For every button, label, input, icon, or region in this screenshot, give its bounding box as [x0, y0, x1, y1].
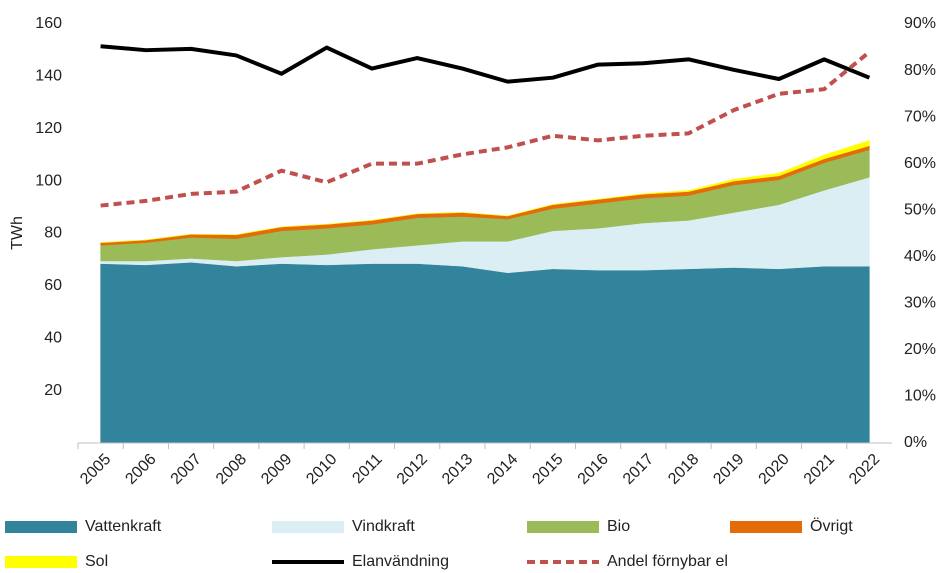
legend-label: Vindkraft	[352, 518, 415, 535]
legend-label: Övrigt	[810, 517, 853, 535]
y-tick-label: 60	[44, 277, 62, 294]
y-tick-label: 80	[44, 225, 62, 242]
legend-label: Bio	[607, 518, 630, 535]
y2-tick-label: 0%	[904, 434, 927, 451]
y2-tick-label: 70%	[904, 108, 936, 125]
y-tick-label: 40	[44, 329, 62, 346]
x-tick-label: 2020	[756, 451, 793, 488]
x-tick-label: 2006	[122, 451, 159, 488]
legend-swatch	[527, 521, 599, 533]
area	[100, 262, 870, 444]
area	[100, 140, 870, 243]
y2-tick-label: 80%	[904, 62, 936, 79]
x-tick-label: 2011	[349, 451, 385, 487]
x-tick-label: 2008	[213, 451, 250, 488]
x-tick-label: 2021	[801, 451, 838, 488]
y2-tick-label: 20%	[904, 341, 936, 358]
x-tick-label: 2014	[484, 451, 521, 488]
line	[100, 50, 871, 208]
legend-label: Vattenkraft	[85, 518, 162, 535]
y2-tick-label: 50%	[904, 201, 936, 218]
y-tick-label: 100	[35, 172, 62, 189]
y2-tick-label: 40%	[904, 248, 936, 265]
y-tick-label: 160	[35, 15, 62, 32]
x-tick-label: 2017	[620, 451, 657, 488]
x-tick-label: 2005	[77, 451, 114, 488]
y2-tick-label: 90%	[904, 15, 936, 32]
legend-label: Sol	[85, 553, 108, 570]
legend-label: Andel förnybar el	[607, 553, 728, 570]
y2-tick-label: 30%	[904, 295, 936, 312]
y-tick-label: 120	[35, 120, 62, 137]
x-tick-label: 2015	[529, 451, 566, 488]
y2-tick-label: 10%	[904, 388, 936, 405]
y-tick-label: 140	[35, 68, 62, 85]
x-tick-label: 2019	[710, 451, 747, 488]
x-tick-label: 2022	[846, 451, 883, 488]
x-tick-label: 2012	[394, 451, 431, 488]
x-tick-label: 2016	[575, 451, 612, 488]
y-axis-label: TWh	[9, 216, 26, 250]
y-tick-label: 20	[44, 382, 62, 399]
x-tick-label: 2009	[258, 451, 295, 488]
line	[100, 44, 871, 84]
x-tick-label: 2013	[439, 451, 476, 488]
legend-swatch	[5, 556, 77, 568]
y2-tick-label: 60%	[904, 155, 936, 172]
legend-label: Elanvändning	[352, 553, 449, 570]
legend-swatch	[730, 521, 802, 533]
x-tick-label: 2018	[665, 451, 702, 488]
legend-swatch	[272, 521, 344, 533]
x-tick-label: 2007	[168, 451, 205, 488]
x-tick-label: 2010	[303, 451, 340, 488]
legend-swatch	[5, 521, 77, 533]
